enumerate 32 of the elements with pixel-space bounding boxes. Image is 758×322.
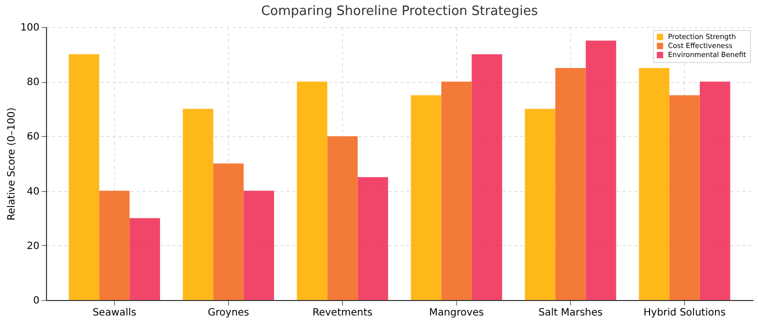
- bar: [586, 40, 616, 300]
- x-tick-label: Revetments: [312, 308, 372, 318]
- bar: [524, 108, 556, 300]
- bar: [410, 95, 442, 300]
- y-tick-label: 40: [26, 186, 40, 198]
- y-tick-label: 0: [33, 296, 40, 306]
- x-tick-label: Hybrid Solutions: [644, 308, 726, 318]
- bar: [182, 108, 214, 300]
- y-axis-title: Relative Score (0–100): [6, 107, 18, 220]
- y-tick-label: 20: [26, 240, 40, 252]
- bar: [700, 82, 730, 300]
- bar: [296, 82, 328, 300]
- bar: [68, 54, 100, 300]
- x-tick-label: Groynes: [208, 308, 250, 318]
- y-tick-label: 80: [26, 77, 40, 88]
- x-tick-label: Salt Marshes: [538, 308, 603, 318]
- bar: [99, 190, 130, 300]
- bar: [441, 82, 472, 300]
- bar: [669, 95, 700, 300]
- bar: [358, 177, 388, 300]
- bar: [130, 218, 160, 300]
- y-tick-label: 60: [26, 132, 40, 143]
- x-tick-label: Seawalls: [92, 308, 136, 318]
- bar: [555, 68, 586, 300]
- bar: [638, 68, 670, 300]
- bar: [244, 190, 274, 300]
- bar: [213, 164, 244, 300]
- chart-title: Comparing Shoreline Protection Strategies: [261, 4, 538, 19]
- x-tick-label: Mangroves: [429, 308, 484, 318]
- y-tick-label: 100: [20, 22, 40, 34]
- bar: [472, 54, 502, 300]
- bar: [327, 136, 358, 300]
